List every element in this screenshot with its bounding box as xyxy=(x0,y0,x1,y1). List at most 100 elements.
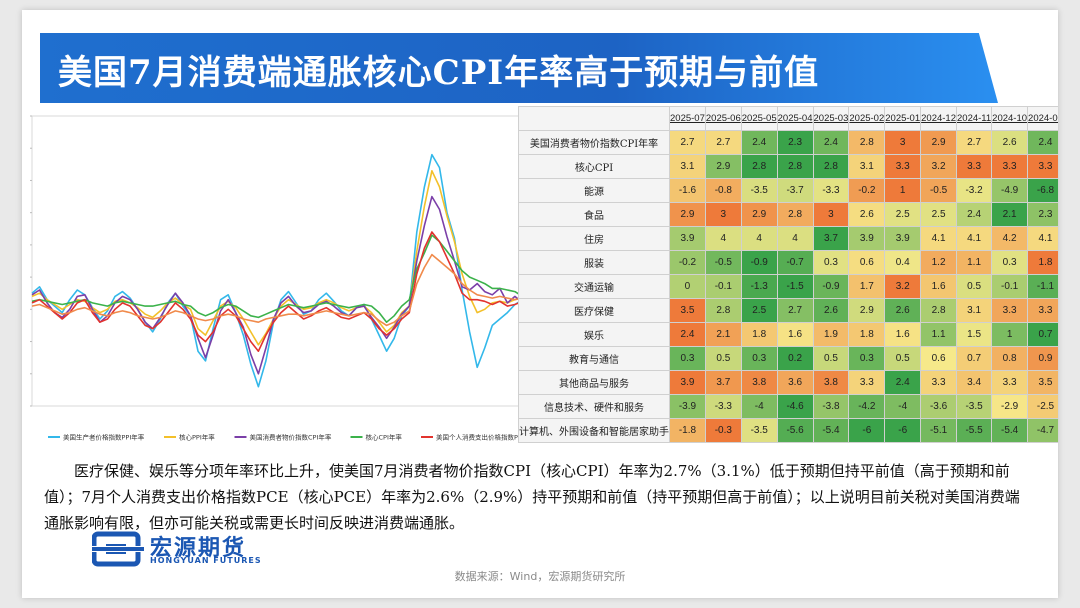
table-cell: 3.3 xyxy=(991,298,1029,323)
table-cell: 4 xyxy=(704,226,742,251)
table-cell: -0.2 xyxy=(848,178,886,203)
table-cell: 1.5 xyxy=(955,322,993,347)
table-cell: -0.3 xyxy=(704,418,742,443)
table-cell: -3.3 xyxy=(812,178,850,203)
row-label: 教育与通信 xyxy=(518,346,670,371)
title-banner: 美国7月消费端通胀核心CPI年率高于预期与前值 xyxy=(40,33,998,103)
legend-label: 美国个人消费支出价格指数PCE年率 xyxy=(436,433,534,442)
table-cell: -0.2 xyxy=(669,250,706,275)
table-cell: 2.6 xyxy=(884,298,922,323)
table-cell: 3.9 xyxy=(884,226,922,251)
legend-item-0: 美国生产者价格指数PPI年率 xyxy=(48,433,145,442)
table-cell: 2.7 xyxy=(776,298,814,323)
table-cell: 4.1 xyxy=(1027,226,1058,251)
table-cell: 3 xyxy=(812,202,850,227)
table-cell: -4.6 xyxy=(776,394,814,419)
table-cell: 3.7 xyxy=(704,370,742,395)
table-cell: -0.1 xyxy=(704,274,742,299)
table-cell: 3 xyxy=(884,130,922,155)
cpi-component-table: 2025-07 2025-06 2025-05 2025-04 2025-03 2025-… xyxy=(518,106,1058,443)
table-row: 食品2.932.92.832.62.52.52.42.12.32.1 xyxy=(518,202,1058,227)
table-cell: 1.9 xyxy=(812,322,850,347)
table-cell: 2.9 xyxy=(704,154,742,179)
table-cell: 2.7 xyxy=(669,130,706,155)
table-cell: 3.3 xyxy=(848,370,886,395)
table-cell: 2.9 xyxy=(920,130,957,155)
table-cell: 4 xyxy=(740,226,778,251)
table-cell: -1.5 xyxy=(776,274,814,299)
table-cell: 0.3 xyxy=(991,250,1029,275)
table-cell: 2.5 xyxy=(920,202,957,227)
row-label: 医疗保健 xyxy=(518,298,670,323)
table-header-row: 2025-07 2025-06 2025-05 2025-04 2025-03 2025-… xyxy=(518,106,1058,131)
table-cell: -3.8 xyxy=(812,394,850,419)
logo-text-cn: 宏源期货 xyxy=(150,536,247,561)
table-cell: 0.6 xyxy=(920,346,957,371)
table-cell: -5.5 xyxy=(955,418,993,443)
table-cell: 4.1 xyxy=(955,226,993,251)
column-header: 2025-01 xyxy=(884,106,922,131)
table-cell: -4.7 xyxy=(1027,418,1058,443)
row-label: 娱乐 xyxy=(518,322,670,347)
table-cell: -3.9 xyxy=(669,394,706,419)
table-cell: -0.7 xyxy=(776,250,814,275)
table-cell: 2.4 xyxy=(812,130,850,155)
table-cell: -4 xyxy=(740,394,778,419)
legend-label: 核心CPI年率 xyxy=(366,433,403,442)
table-row: 交通运输 0 -0.1 -1.3 -1.5 -0.9 1.7 3.2 1.6 0.5 -0.1 -1.… xyxy=(518,274,1058,299)
logo-text-en: HONGYUAN FUTURES xyxy=(150,556,262,565)
table-cell: 0.7 xyxy=(1027,322,1058,347)
table-cell: 0.2 xyxy=(776,346,814,371)
table-cell: 1.7 xyxy=(848,274,886,299)
table-row: 核心CPI3.12.92.82.82.83.13.33.23.33.33.33.… xyxy=(518,154,1058,179)
table-cell: 3.9 xyxy=(669,370,706,395)
table-cell: 1.8 xyxy=(1027,250,1058,275)
series-line-5 xyxy=(31,253,531,327)
table-cell: 1.1 xyxy=(955,250,993,275)
table-cell: 2.7 xyxy=(704,130,742,155)
table-cell: 2.9 xyxy=(848,298,886,323)
data-source-note: 数据来源：Wind，宏源期货研究所 xyxy=(454,570,626,583)
table-cell: -4.2 xyxy=(848,394,886,419)
table-row: 服装-0.2-0.5-0.9-0.70.30.60.41.21.10.31.80… xyxy=(518,250,1058,275)
table-cell: 3.1 xyxy=(669,154,706,179)
table-cell: 1.8 xyxy=(740,322,778,347)
table-cell: 0.4 xyxy=(884,250,922,275)
table-cell: 3.3 xyxy=(955,154,993,179)
table-cell: 3.6 xyxy=(776,370,814,395)
logo-mark-icon xyxy=(92,531,144,567)
legend-label: 美国消费者物价指数CPI年率 xyxy=(250,433,332,442)
table-cell: 2.5 xyxy=(884,202,922,227)
column-header: 2025-02 xyxy=(848,106,886,131)
table-cell: 0.3 xyxy=(740,346,778,371)
legend-item-2: 美国消费者物价指数CPI年率 xyxy=(234,433,332,442)
table-row: 其他商品与服务 3.9 3.7 3.8 3.6 3.8 3.3 2.4 3.3 3.4 3.3 3.5… xyxy=(518,370,1058,395)
table-cell: 3.3 xyxy=(1027,154,1058,179)
table-cell: -2.9 xyxy=(991,394,1029,419)
column-header: 2025-07 xyxy=(669,106,706,131)
table-cell: 1.6 xyxy=(776,322,814,347)
table-cell: 2.8 xyxy=(776,154,814,179)
table-cell: -0.8 xyxy=(704,178,742,203)
table-corner-cell xyxy=(518,106,670,131)
table-cell: 0.5 xyxy=(884,346,922,371)
table-cell: -3.5 xyxy=(740,178,778,203)
table-cell: 0.3 xyxy=(669,346,706,371)
legend-label: 美国生产者价格指数PPI年率 xyxy=(63,433,145,442)
table-cell: -5.4 xyxy=(812,418,850,443)
legend-item-4: 美国个人消费支出价格指数PCE年率 xyxy=(421,433,534,442)
table-cell: -0.1 xyxy=(991,274,1029,299)
column-header: 2025-03 xyxy=(812,106,850,131)
table-cell: 1.8 xyxy=(848,322,886,347)
table-cell: 2.4 xyxy=(740,130,778,155)
table-row: 娱乐2.42.11.81.61.91.81.61.11.510.71.6 xyxy=(518,322,1058,347)
table-cell: -3.3 xyxy=(704,394,742,419)
table-cell: 2.4 xyxy=(1027,130,1058,155)
row-label: 服装 xyxy=(518,250,670,275)
table-row: 美国消费者物价指数CPI年率 2.7 2.7 2.4 2.3 2.4 2.8 3 2.9 2.7 2… xyxy=(518,130,1058,155)
table-cell: 2.1 xyxy=(704,322,742,347)
table-cell: 3.3 xyxy=(1027,298,1058,323)
